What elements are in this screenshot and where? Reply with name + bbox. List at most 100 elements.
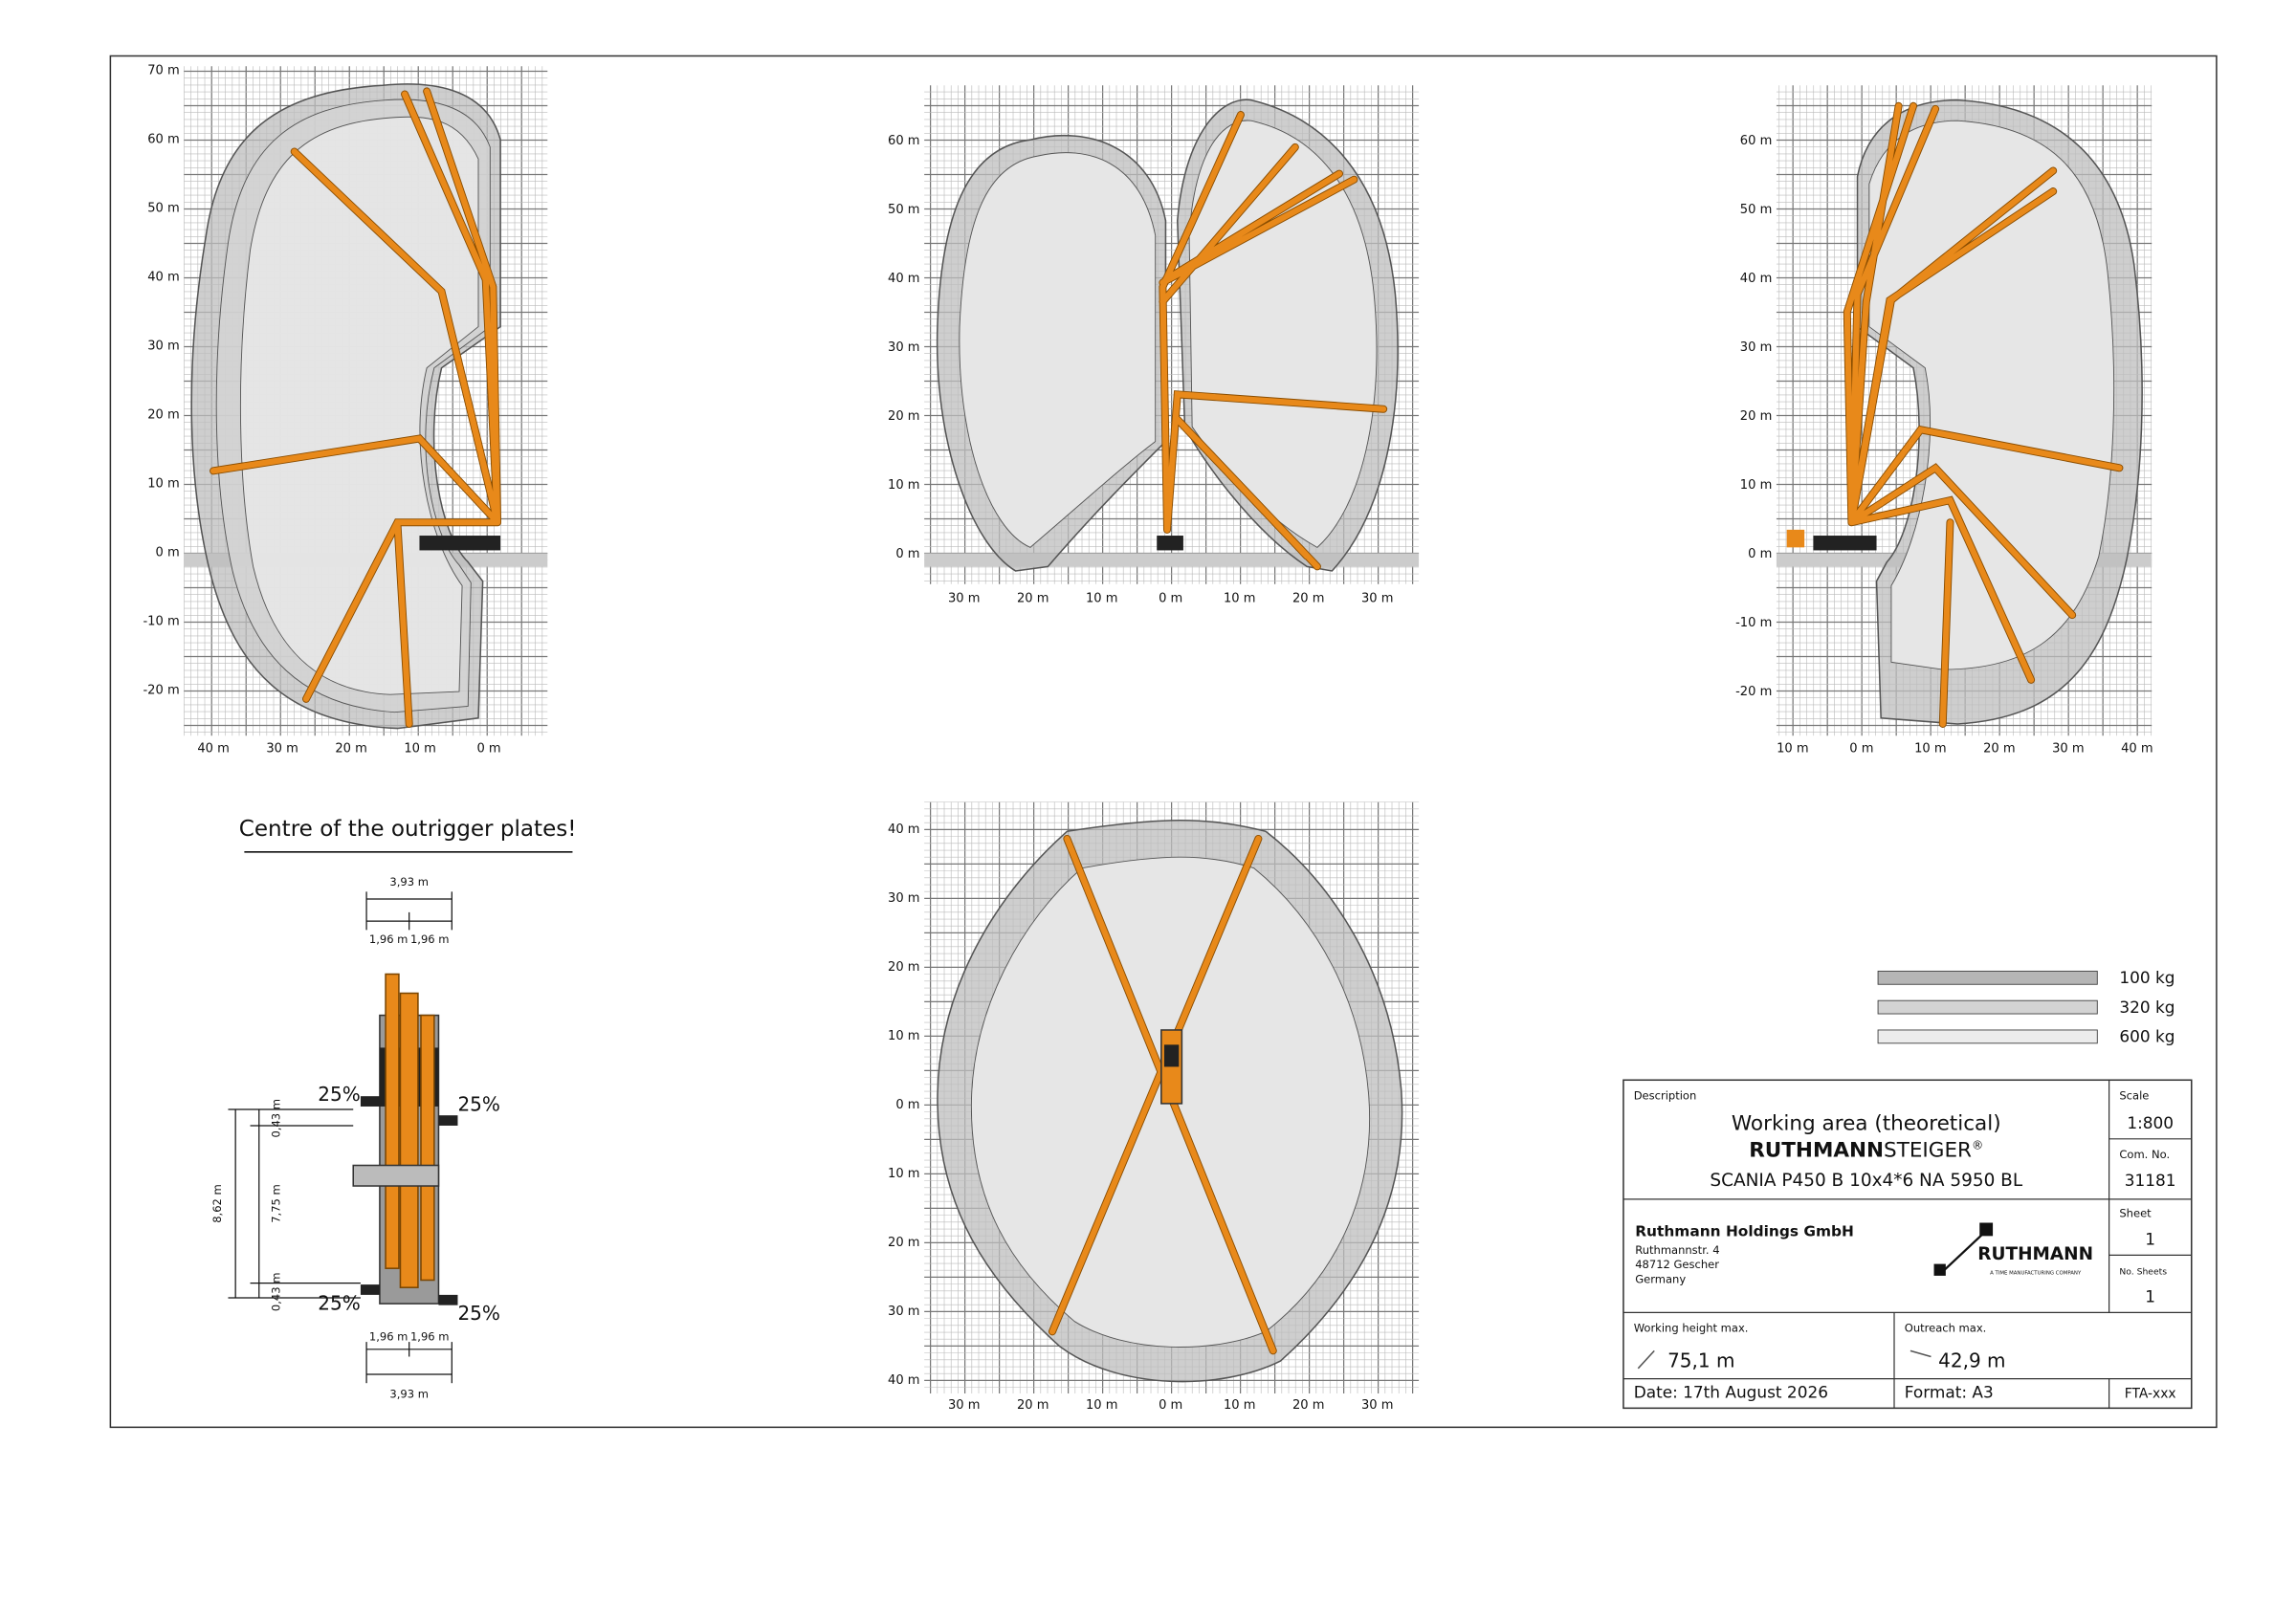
logo: RUTHMANN [1977,1244,2093,1264]
y-tick-label: 40 m [888,272,920,286]
x-tick-label: 10 m [404,742,436,757]
address: Germany [1635,1273,1686,1286]
y-tick-label: 40 m [888,822,920,837]
x-tick-label: 40 m [2121,742,2153,757]
y-tick-label: 60 m [1740,134,1773,148]
sheet-frame [109,55,2218,1429]
legend-label: 320 kg [2119,998,2175,1017]
y-tick-label: 10 m [888,1167,920,1181]
y-tick-label: 70 m [147,63,180,77]
x-tick-label: 20 m [335,742,367,757]
sheet: 1 [2145,1230,2155,1249]
y-tick-label: 10 m [888,1029,920,1043]
x-tick-label: 0 m [1159,592,1182,606]
x-tick-label: 20 m [1292,592,1325,606]
y-tick-label: 30 m [147,339,180,353]
rear-view [924,99,1420,572]
x-tick-label: 0 m [476,742,500,757]
top-view [937,820,1403,1383]
y-tick-label: 30 m [888,340,920,355]
y-tick-label: -20 m [143,683,179,697]
logo-tagline: A TIME MANUFACTURING COMPANY [1990,1270,2082,1276]
com-no: 31181 [2125,1171,2176,1190]
address: 48712 Gescher [1635,1258,1719,1271]
x-tick-label: 40 m [197,742,229,757]
slope-label: 25% [457,1093,499,1116]
y-tick-label: 50 m [147,201,180,215]
slope-label: 25% [457,1302,499,1325]
slope-label: 25% [318,1083,360,1106]
brand: RUTHMANNSTEIGER® [1749,1138,1983,1162]
dimension: 7,75 m [269,1184,282,1223]
x-tick-label: 10 m [1224,1398,1256,1413]
dimension: 1,96 m [369,932,408,946]
drawing-code: FTA-xxx [2125,1387,2176,1402]
dimension: 8,62 m [210,1184,224,1223]
x-tick-label: 10 m [1224,592,1256,606]
dimension: 0,43 m [269,1099,282,1138]
dimension: 3,93 m [389,1388,429,1401]
format: Format: A3 [1905,1383,1994,1402]
x-tick-label: 10 m [1914,742,1947,757]
y-tick-label: 30 m [888,891,920,906]
date: Date: 17th August 2026 [1634,1383,1828,1402]
outrigger-plan: Centre of the outrigger plates! 3,93 m 1… [210,817,577,1401]
field-label: Sheet [2119,1206,2152,1219]
y-tick-label: 40 m [888,1373,920,1388]
field-label: Com. No. [2119,1148,2170,1161]
dimension: 1,96 m [369,1330,408,1344]
dimension: 0,43 m [269,1273,282,1312]
brand-name: STEIGER [1884,1138,1972,1162]
x-tick-label: 30 m [1361,592,1394,606]
x-tick-label: 30 m [948,592,981,606]
side-view-left [184,83,548,730]
x-tick-label: 0 m [1849,742,1873,757]
x-tick-label: 20 m [1017,592,1049,606]
field-label: Description [1634,1088,1697,1102]
x-tick-label: 30 m [2052,742,2085,757]
dimension: 1,96 m [410,1330,450,1344]
y-tick-label: 0 m [895,1098,919,1112]
y-tick-label: 20 m [147,407,180,422]
y-tick-label: 0 m [1748,547,1772,561]
y-tick-label: 0 m [895,547,919,561]
x-tick-label: 30 m [1361,1398,1394,1413]
description: Working area (theoretical) [1732,1112,2001,1136]
x-tick-label: 20 m [1292,1398,1325,1413]
dimension: 3,93 m [389,875,429,888]
scale: 1:800 [2127,1113,2174,1132]
x-tick-label: 10 m [1777,742,1809,757]
y-tick-label: 10 m [147,476,180,491]
y-tick-label: 50 m [888,203,920,217]
company: Ruthmann Holdings GmbH [1635,1222,1854,1239]
y-tick-label: -10 m [143,614,179,628]
x-tick-label: 20 m [1983,742,2016,757]
outreach: 42,9 m [1938,1349,2005,1371]
registered: ® [1972,1139,1983,1152]
field-label: No. Sheets [2119,1266,2167,1277]
y-tick-label: -10 m [1735,616,1772,630]
y-tick-label: 10 m [1740,478,1773,493]
slope-label: 25% [318,1291,360,1314]
brand-bold: RUTHMANN [1749,1138,1884,1162]
field-label: Outreach max. [1905,1321,1987,1334]
x-tick-label: 10 m [1086,592,1118,606]
y-tick-label: -20 m [1735,685,1772,699]
y-tick-label: 40 m [147,270,180,284]
x-tick-label: 0 m [1159,1398,1182,1413]
y-tick-label: 60 m [888,134,920,148]
dimension: 1,96 m [410,932,450,946]
x-tick-label: 30 m [948,1398,981,1413]
side-view-right [1776,99,2152,728]
address: Ruthmannstr. 4 [1635,1243,1719,1257]
y-tick-label: 30 m [1740,340,1773,355]
y-tick-label: 0 m [156,545,180,559]
y-tick-label: 20 m [888,409,920,424]
field-label: Working height max. [1634,1321,1749,1334]
field-label: Scale [2119,1088,2149,1102]
x-tick-label: 20 m [1017,1398,1049,1413]
working-height: 75,1 m [1667,1349,1734,1371]
sheets: 1 [2145,1287,2155,1306]
title-block: Description Working area (theoretical) R… [1623,1079,2193,1410]
